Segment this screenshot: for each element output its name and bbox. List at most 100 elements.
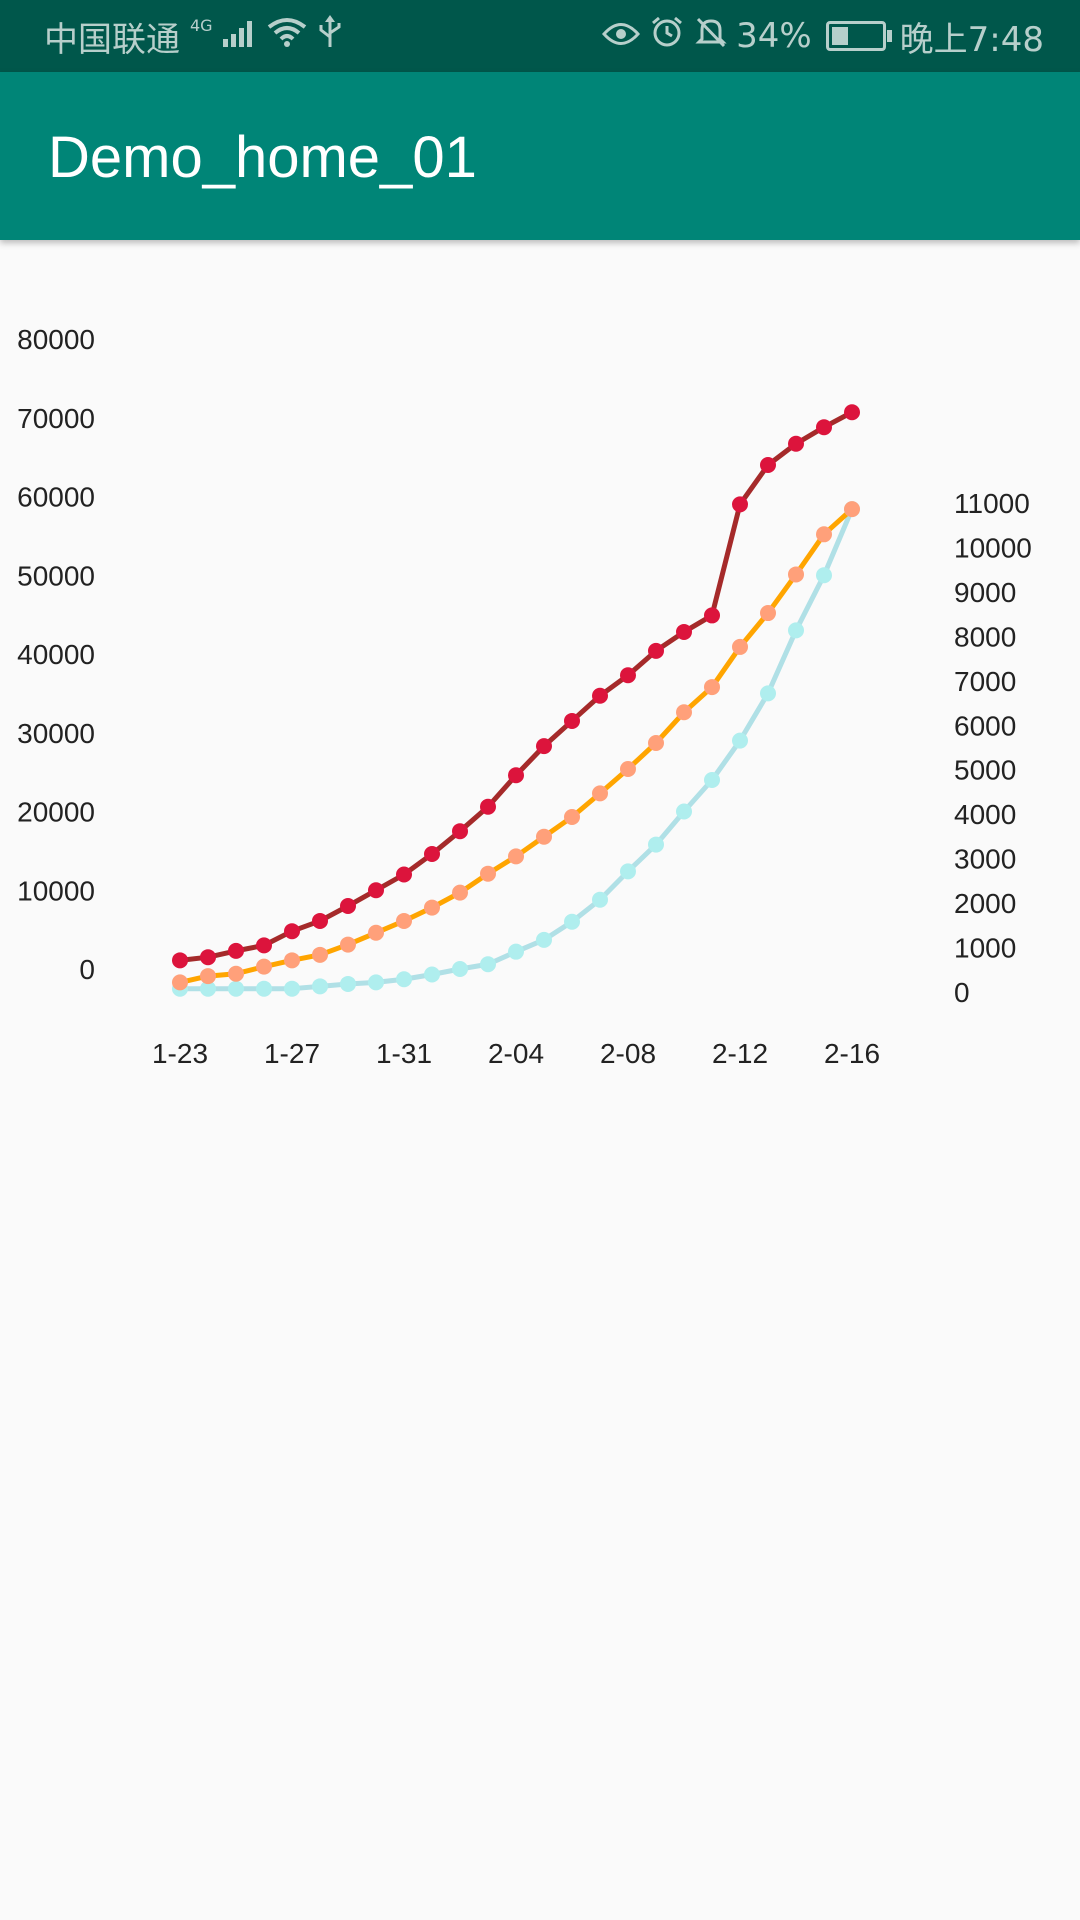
series-2-point <box>396 912 412 929</box>
series-3-point <box>648 836 664 853</box>
series-3-point <box>368 974 384 991</box>
series-3-point <box>564 913 580 930</box>
status-bar-left: 中国联通 4G <box>44 0 343 72</box>
series-1-point <box>228 942 244 959</box>
series-1-point <box>732 496 748 513</box>
x-axis-tick-label: 1-31 <box>376 1038 432 1069</box>
right-axis-tick-label: 4000 <box>954 799 1016 830</box>
series-2-point <box>312 946 328 963</box>
left-axis-tick-label: 60000 <box>17 482 95 513</box>
left-axis-tick-label: 70000 <box>17 403 95 434</box>
series-2-point <box>172 974 188 991</box>
series-2-point <box>452 884 468 901</box>
series-1-point <box>340 898 356 914</box>
x-axis-tick-label: 2-08 <box>600 1038 656 1069</box>
usb-icon <box>317 14 343 58</box>
series-3-point <box>536 931 552 948</box>
series-line-2 <box>179 507 854 985</box>
series-3-point <box>256 980 272 997</box>
battery-percent: 34% <box>736 16 812 56</box>
x-axis-tick-label: 1-23 <box>152 1038 208 1069</box>
series-3-point <box>396 971 412 988</box>
right-axis-tick-label: 1000 <box>954 933 1016 964</box>
network-type-indicator: 4G <box>190 16 213 35</box>
series-3-point <box>340 975 356 992</box>
right-axis-tick-label: 7000 <box>954 666 1016 697</box>
right-axis-tick-label: 2000 <box>954 888 1016 919</box>
series-3-point <box>480 956 496 973</box>
x-axis-tick-label: 2-04 <box>488 1038 544 1069</box>
series-2-point <box>256 958 272 975</box>
signal-icon <box>222 16 257 56</box>
series-2-point <box>816 526 832 543</box>
series-3-point <box>228 980 244 997</box>
series-3-point <box>816 567 832 584</box>
series-2-point <box>648 734 664 751</box>
series-3-point <box>704 772 720 788</box>
x-axis-tick-label: 2-16 <box>824 1038 880 1069</box>
right-axis-tick-label: 9000 <box>954 577 1016 608</box>
battery-level <box>831 27 848 45</box>
x-axis-tick-label: 1-27 <box>264 1038 320 1069</box>
series-1-point <box>620 667 636 684</box>
series-2-point <box>844 501 860 518</box>
series-1-point <box>172 952 188 969</box>
series-3-point <box>284 980 300 997</box>
series-line-1 <box>179 410 854 963</box>
series-3-point <box>508 943 524 960</box>
series-3-point <box>620 863 636 880</box>
series-2-point <box>760 605 776 622</box>
series-1-point <box>536 738 552 755</box>
series-1-point <box>760 457 776 473</box>
series-3-point <box>732 732 748 749</box>
series-1-point <box>592 687 608 704</box>
series-3-point <box>200 980 216 997</box>
left-axis-tick-label: 80000 <box>17 324 95 355</box>
wifi-icon <box>267 16 307 56</box>
series-3-point <box>592 891 608 908</box>
series-2-point <box>228 965 244 982</box>
right-axis-tick-label: 11000 <box>954 488 1030 519</box>
series-1-point <box>844 404 860 421</box>
series-1-point <box>424 846 440 863</box>
series-3-point <box>788 622 804 639</box>
series-1-point <box>452 823 468 840</box>
series-3-point <box>760 685 776 702</box>
series-1-point <box>676 623 692 640</box>
left-axis-tick-label: 0 <box>79 954 95 985</box>
eye-icon <box>602 16 641 56</box>
series-1-point <box>564 712 580 729</box>
series-2-point <box>200 968 216 985</box>
series-2-point <box>620 760 636 777</box>
series-2-point <box>788 566 804 583</box>
series-2-point <box>536 828 552 845</box>
series-2-point <box>676 704 692 721</box>
series-1-point <box>256 937 272 954</box>
series-2-point <box>424 899 440 916</box>
series-line-3 <box>180 508 855 992</box>
carrier-name: 中国联通 <box>44 19 180 60</box>
chart-canvas: 0100002000030000400005000060000700008000… <box>17 324 1032 1069</box>
left-axis-tick-label: 10000 <box>17 875 95 906</box>
series-2-point <box>368 924 384 941</box>
series-1-point <box>648 642 664 659</box>
series-1-point <box>788 435 804 452</box>
right-axis-tick-label: 8000 <box>954 621 1016 652</box>
series-2-point <box>592 785 608 802</box>
series-2-point <box>508 848 524 865</box>
series-3-point <box>312 978 328 995</box>
series-1-point <box>200 949 216 966</box>
right-axis-tick-label: 3000 <box>954 844 1016 875</box>
right-axis-tick-label: 0 <box>954 977 970 1008</box>
left-axis-tick-label: 40000 <box>17 639 95 670</box>
app-title: Demo_home_01 <box>48 125 477 190</box>
series-2-point <box>480 865 496 882</box>
right-axis-tick-label: 5000 <box>954 755 1016 786</box>
right-axis-tick-label: 6000 <box>954 710 1016 741</box>
series-1-point <box>284 923 300 940</box>
app-bar: Demo_home_01 <box>0 72 1080 240</box>
left-axis-tick-label: 50000 <box>17 560 95 591</box>
alarm-icon <box>650 15 684 58</box>
x-axis-tick-label: 2-12 <box>712 1038 768 1069</box>
bell-off-icon <box>694 15 728 58</box>
